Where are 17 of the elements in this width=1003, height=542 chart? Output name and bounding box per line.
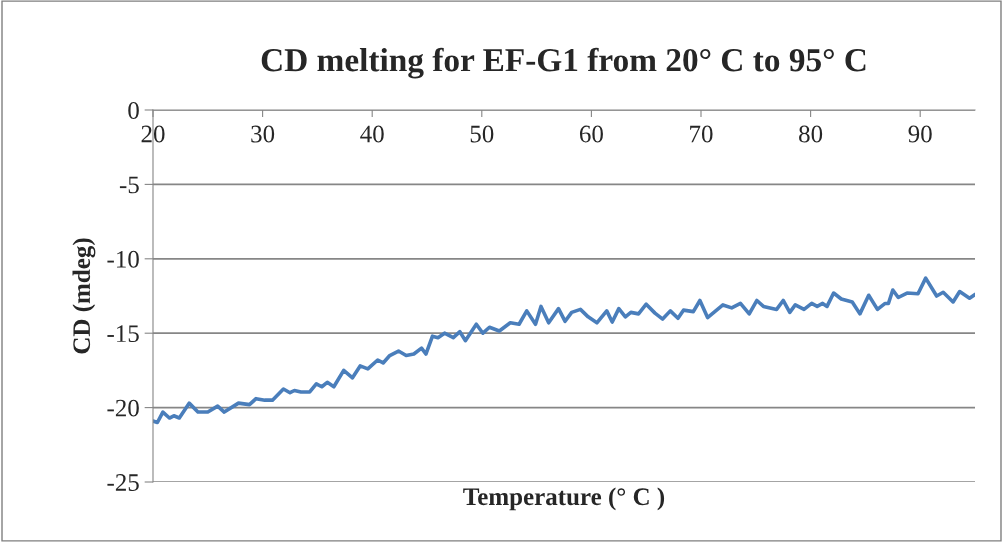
x-tick-label: 90 bbox=[908, 125, 932, 143]
x-tick-label: 50 bbox=[470, 125, 494, 143]
x-tick-label: 40 bbox=[360, 125, 384, 143]
y-tick-label: -25 bbox=[107, 474, 139, 491]
y-tick-label: -20 bbox=[107, 399, 139, 417]
y-tick-label: -5 bbox=[119, 176, 139, 194]
y-tick-label: -15 bbox=[107, 325, 139, 343]
y-tick-label: 0 bbox=[128, 102, 139, 119]
x-tick-label: 60 bbox=[579, 125, 603, 143]
x-tick-label: 70 bbox=[690, 125, 713, 143]
x-tick-label: 80 bbox=[799, 125, 823, 143]
x-axis-title: Temperature (° C ) bbox=[463, 487, 665, 511]
y-tick-label: -10 bbox=[107, 250, 139, 268]
x-tick-label: 30 bbox=[251, 125, 275, 143]
x-tick-label: 20 bbox=[141, 125, 165, 143]
chart-title: CD melting for EF-G1 from 20° C to 95° C bbox=[261, 47, 866, 79]
y-axis-title: CD (mdeg) bbox=[72, 238, 96, 354]
